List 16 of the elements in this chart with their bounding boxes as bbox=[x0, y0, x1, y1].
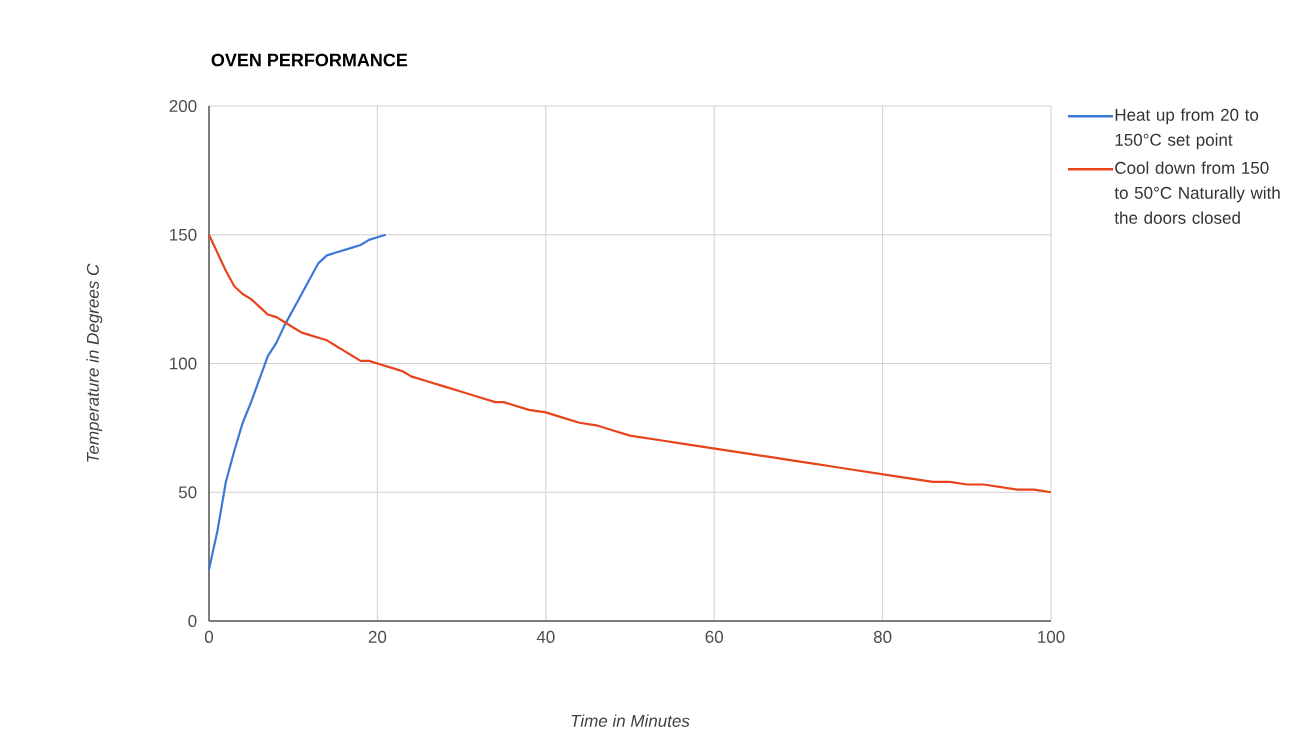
x-axis-title: Time in Minutes bbox=[571, 714, 690, 727]
x-tick-label: 80 bbox=[873, 630, 892, 643]
y-tick-label: 0 bbox=[188, 614, 197, 628]
x-tick-label: 60 bbox=[705, 630, 723, 643]
y-tick-label: 150 bbox=[170, 228, 197, 241]
x-tick-label: 20 bbox=[368, 630, 387, 643]
y-tick-label: 50 bbox=[178, 486, 197, 499]
y-axis-title: Temperature in Degrees C bbox=[86, 263, 103, 462]
y-tick-label: 200 bbox=[169, 99, 197, 113]
legend-label: Heat up from 20 to 150°C set point bbox=[1115, 108, 1259, 150]
x-tick-label: 100 bbox=[1038, 630, 1065, 643]
legend-label: Cool down from 150 to 50°C Naturally with the doors closed bbox=[1114, 161, 1280, 224]
chart-title: OVEN PERFORMANCE bbox=[211, 53, 408, 67]
x-tick-label: 40 bbox=[536, 630, 555, 643]
y-tick-label: 100 bbox=[170, 357, 197, 370]
x-tick-label: 0 bbox=[204, 630, 214, 643]
